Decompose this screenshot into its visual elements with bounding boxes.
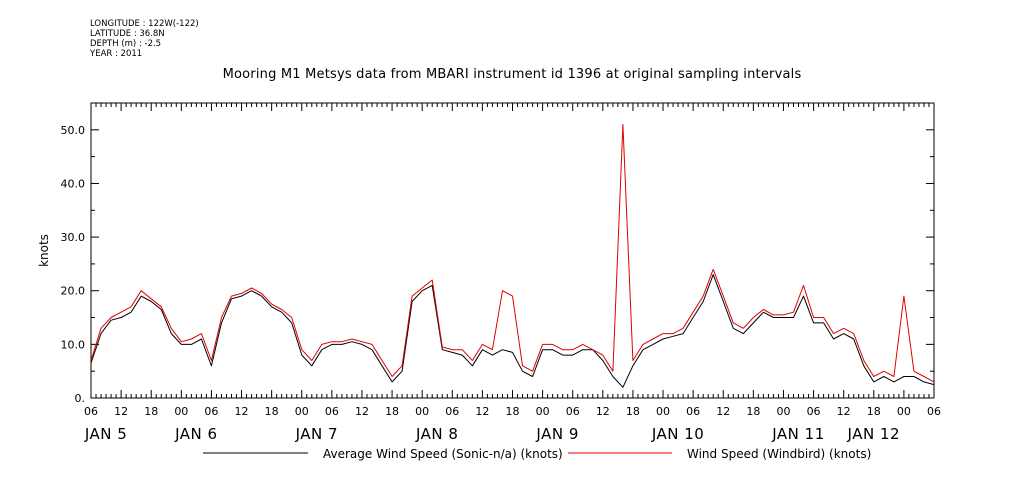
x-tick-label: 06 xyxy=(204,405,218,418)
chart-title: Mooring M1 Metsys data from MBARI instru… xyxy=(222,67,802,82)
depth-label: DEPTH (m) : -2.5 xyxy=(90,39,162,49)
y-tick-label: 40.0 xyxy=(61,177,86,190)
x-tick-label: 00 xyxy=(174,405,188,418)
x-tick-label: 06 xyxy=(566,405,580,418)
chart-axes xyxy=(90,102,935,399)
x-tick-label: 18 xyxy=(626,405,640,418)
plot-frame xyxy=(90,102,935,399)
y-tick-label: 30.0 xyxy=(61,231,86,244)
day-label: JAN 8 xyxy=(415,425,458,443)
x-tick-label: 12 xyxy=(596,405,610,418)
x-tick-label: 00 xyxy=(897,405,911,418)
x-tick-label: 06 xyxy=(325,405,339,418)
day-label: JAN 10 xyxy=(651,425,705,443)
x-tick-label: 06 xyxy=(84,405,98,418)
metadata-block: LONGITUDE : 122W(-122) LATITUDE : 36.8N … xyxy=(90,19,199,59)
x-tick-label: 18 xyxy=(144,405,158,418)
x-tick-label: 18 xyxy=(506,405,520,418)
y-tick-label: 20.0 xyxy=(61,285,86,298)
x-tick-label: 12 xyxy=(235,405,249,418)
latitude-label: LATITUDE : 36.8N xyxy=(90,29,165,39)
x-tick-label: 00 xyxy=(415,405,429,418)
x-tick-label: 12 xyxy=(114,405,128,418)
legend-average-label: Average Wind Speed (Sonic-n/a) (knots) xyxy=(323,447,563,461)
day-label: JAN 7 xyxy=(295,425,338,443)
series-line-windbird xyxy=(90,124,935,383)
x-tick-label: 00 xyxy=(536,405,550,418)
series-line-average xyxy=(90,274,935,388)
day-label: JAN 6 xyxy=(174,425,217,443)
day-label: JAN 11 xyxy=(771,425,825,443)
x-tick-label: 00 xyxy=(656,405,670,418)
x-tick-label: 06 xyxy=(927,405,941,418)
x-tick-label: 12 xyxy=(355,405,369,418)
y-axis-label: knots xyxy=(37,234,51,267)
y-tick-label: 50.0 xyxy=(61,124,86,137)
x-tick-label: 06 xyxy=(686,405,700,418)
x-tick-label: 06 xyxy=(807,405,821,418)
y-tick-label: 10.0 xyxy=(61,338,86,351)
x-tick-label: 00 xyxy=(776,405,790,418)
x-tick-label: 18 xyxy=(385,405,399,418)
longitude-label: LONGITUDE : 122W(-122) xyxy=(90,19,199,29)
x-tick-label: 06 xyxy=(445,405,459,418)
y-tick-label: 0. xyxy=(75,392,86,405)
x-tick-label: 18 xyxy=(867,405,881,418)
day-label: JAN 12 xyxy=(847,425,901,443)
x-tick-label: 12 xyxy=(475,405,489,418)
series-average-wind-speed xyxy=(90,274,935,388)
chart-legend: Average Wind Speed (Sonic-n/a) (knots) W… xyxy=(203,447,871,461)
chart-labels: 0. 10.0 20.0 30.0 40.0 50.0 06 12 18 00 06 12 18 00 06… xyxy=(37,124,941,443)
x-tick-label: 12 xyxy=(716,405,730,418)
year-label: YEAR : 2011 xyxy=(90,49,143,59)
x-tick-label: 12 xyxy=(837,405,851,418)
x-tick-label: 18 xyxy=(265,405,279,418)
day-label: JAN 5 xyxy=(84,425,127,443)
x-tick-label: 00 xyxy=(295,405,309,418)
day-label: JAN 9 xyxy=(535,425,578,443)
legend-windbird-label: Wind Speed (Windbird) (knots) xyxy=(687,447,871,461)
series-windbird-wind-speed xyxy=(90,124,935,383)
x-tick-label: 18 xyxy=(746,405,760,418)
